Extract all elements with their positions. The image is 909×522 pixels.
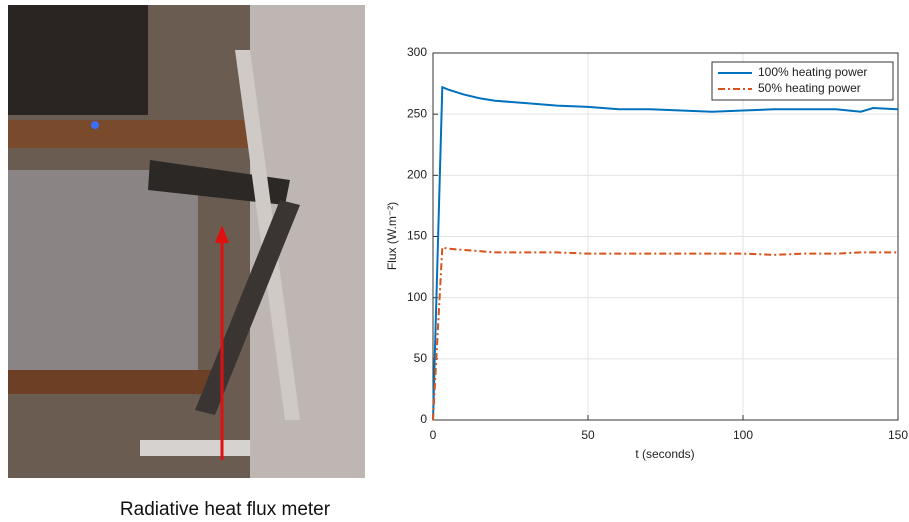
y-tick-label: 100	[407, 290, 427, 304]
photo-led	[91, 121, 99, 129]
photo-dark	[8, 5, 148, 115]
line	[432, 246, 898, 421]
photo-mesh	[8, 170, 198, 380]
plot-frame	[432, 52, 899, 421]
legend-label: 100% heating power	[758, 65, 867, 79]
y-tick-label: 50	[414, 351, 428, 365]
y-tick-label: 200	[407, 168, 427, 182]
line	[432, 85, 899, 421]
photo-beam	[8, 370, 218, 394]
x-tick-label: 150	[888, 428, 908, 442]
y-tick-label: 0	[420, 412, 427, 426]
photo	[8, 5, 365, 478]
y-tick-label: 300	[407, 45, 427, 59]
legend-label: 50% heating power	[758, 81, 861, 95]
x-tick-label: 100	[733, 428, 753, 442]
y-axis-label: Flux (W.m⁻²)	[385, 202, 399, 270]
photo-beam	[8, 120, 258, 148]
y-tick-label: 250	[407, 106, 427, 120]
caption: Radiative heat flux meter	[120, 499, 331, 520]
legend-box	[711, 61, 894, 101]
x-axis-label: t (seconds)	[635, 447, 694, 461]
x-tick-label: 0	[430, 428, 437, 442]
photo-plate	[140, 440, 250, 456]
x-tick-label: 50	[581, 428, 595, 442]
y-tick-label: 150	[407, 229, 427, 243]
arrow-head	[215, 225, 229, 243]
